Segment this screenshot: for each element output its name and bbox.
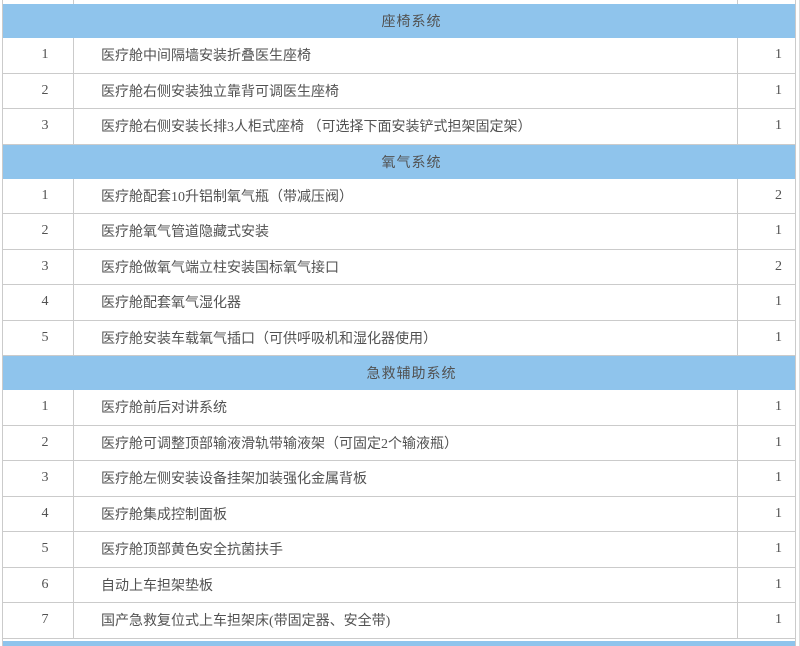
quantity-cell: 1 — [775, 118, 782, 134]
item-description-cell: 自动上车担架垫板 — [74, 567, 738, 602]
item-description-cell: 医疗舱前后对讲系统 — [74, 390, 738, 425]
section-title: 座椅系统 — [381, 15, 442, 30]
quantity-cell: 1 — [775, 399, 782, 415]
quantity-cell: 1 — [775, 541, 782, 557]
quantity-cell: 1 — [775, 294, 782, 310]
item-description-cell: 医疗舱中间隔墙安装折叠医生座椅 — [74, 38, 738, 73]
table-row: 6 自动上车担架垫板 1 — [3, 567, 795, 603]
quantity-cell: 1 — [775, 47, 782, 63]
quantity-cell: 1 — [775, 223, 782, 239]
row-number-cell: 4 — [3, 285, 74, 320]
quantity-cell: 1 — [775, 329, 782, 345]
item-description-cell: 医疗舱右侧安装长排3人柜式座椅 （可选择下面安装铲式担架固定架） — [74, 109, 738, 144]
item-description-cell: 医疗舱配套氧气湿化器 — [74, 285, 738, 320]
table-row: 7 国产急救复位式上车担架床(带固定器、安全带) 1 — [3, 603, 795, 639]
table-row: 1 医疗舱前后对讲系统 1 — [3, 390, 795, 426]
row-number-cell: 1 — [3, 38, 74, 73]
item-description-cell: 医疗舱做氧气端立柱安装国标氧气接口 — [74, 249, 738, 284]
table-row: 4 医疗舱配套氧气湿化器 1 — [3, 285, 795, 321]
table-body: 座椅系统 1 医疗舱中间隔墙安装折叠医生座椅 1 2 医疗舱右侧安装独立靠背可调… — [3, 4, 795, 639]
cropped-row-bottom — [3, 638, 795, 646]
table-row: 2 医疗舱可调整顶部输液滑轨带输液架（可固定2个输液瓶） 1 — [3, 425, 795, 461]
row-number-cell: 5 — [3, 532, 74, 567]
table-row: 1 医疗舱配套10升铝制氧气瓶（带减压阀） 2 — [3, 178, 795, 214]
item-description-cell: 国产急救复位式上车担架床(带固定器、安全带) — [74, 603, 738, 638]
quantity-cell: 1 — [775, 434, 782, 450]
row-number-cell: 5 — [3, 320, 74, 355]
row-number-cell: 1 — [3, 178, 74, 213]
table-row: 1 医疗舱中间隔墙安装折叠医生座椅 1 — [3, 38, 795, 74]
row-number-cell: 4 — [3, 496, 74, 531]
quantity-cell: 1 — [775, 470, 782, 486]
item-description-cell: 医疗舱集成控制面板 — [74, 496, 738, 531]
row-number-cell: 2 — [3, 425, 74, 460]
item-description-cell: 医疗舱配套10升铝制氧气瓶（带减压阀） — [74, 178, 738, 213]
row-number-cell: 7 — [3, 603, 74, 638]
row-number-cell: 2 — [3, 73, 74, 108]
section-title: 急救辅助系统 — [366, 367, 457, 382]
table-row: 5 医疗舱顶部黄色安全抗菌扶手 1 — [3, 532, 795, 568]
table-row: 2 医疗舱右侧安装独立靠背可调医生座椅 1 — [3, 73, 795, 109]
section-title: 氧气系统 — [381, 155, 442, 171]
table-row: 2 医疗舱氧气管道隐藏式安装 1 — [3, 214, 795, 250]
quantity-cell: 1 — [775, 505, 782, 521]
item-description-cell: 医疗舱氧气管道隐藏式安装 — [74, 214, 738, 249]
cropped-row-top — [3, 0, 795, 4]
item-description-cell: 医疗舱左侧安装设备挂架加装强化金属背板 — [74, 461, 738, 496]
table-row: 3 医疗舱右侧安装长排3人柜式座椅 （可选择下面安装铲式担架固定架） 1 — [3, 109, 795, 145]
item-description-cell: 医疗舱右侧安装独立靠背可调医生座椅 — [74, 73, 738, 108]
table-row: 4 医疗舱集成控制面板 1 — [3, 496, 795, 532]
item-description-cell: 医疗舱顶部黄色安全抗菌扶手 — [74, 532, 738, 567]
cropped-quantity-cell — [738, 0, 795, 4]
section-header-row: 氧气系统 — [3, 144, 795, 179]
row-number-cell: 3 — [3, 109, 74, 144]
cropped-number-cell — [3, 0, 74, 4]
quantity-cell: 1 — [775, 82, 782, 98]
row-number-cell: 1 — [3, 390, 74, 425]
row-number-cell: 2 — [3, 214, 74, 249]
quantity-cell: 1 — [775, 576, 782, 592]
row-number-cell: 3 — [3, 249, 74, 284]
row-number-cell: 3 — [3, 461, 74, 496]
table-row: 5 医疗舱安装车载氧气插口（可供呼吸机和湿化器使用） 1 — [3, 320, 795, 356]
table-row: 3 医疗舱做氧气端立柱安装国标氧气接口 2 — [3, 249, 795, 285]
cropped-description-cell — [74, 0, 738, 4]
section-header-row: 急救辅助系统 — [3, 356, 795, 390]
item-description-cell: 医疗舱可调整顶部输液滑轨带输液架（可固定2个输液瓶） — [74, 425, 738, 460]
quantity-cell: 2 — [775, 258, 782, 274]
item-description-cell: 医疗舱安装车载氧气插口（可供呼吸机和湿化器使用） — [74, 320, 738, 355]
row-number-cell: 6 — [3, 567, 74, 602]
section-header-row: 座椅系统 — [3, 4, 795, 38]
quantity-cell: 1 — [775, 612, 782, 628]
table-row: 3 医疗舱左侧安装设备挂架加装强化金属背板 1 — [3, 461, 795, 497]
quantity-cell: 2 — [775, 187, 782, 203]
